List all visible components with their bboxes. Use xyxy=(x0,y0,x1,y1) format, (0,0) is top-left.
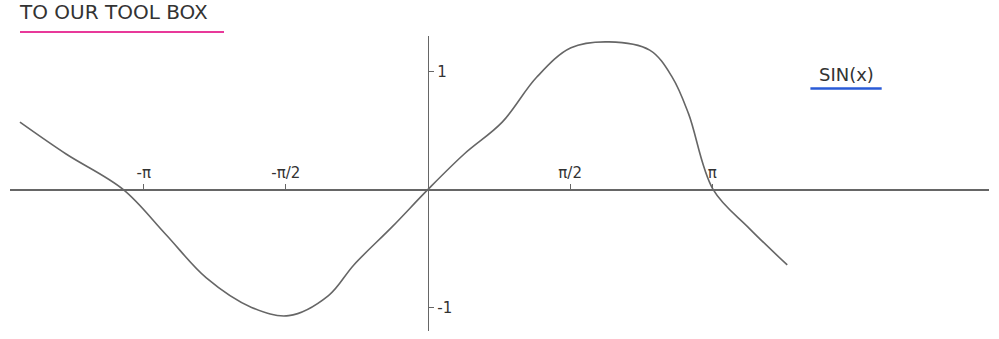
svg-text:-π: -π xyxy=(137,164,151,182)
svg-text:-π/2: -π/2 xyxy=(271,164,300,182)
svg-text:π/2: π/2 xyxy=(558,164,582,182)
svg-text:SIN(x): SIN(x) xyxy=(819,64,874,85)
svg-text:-1: -1 xyxy=(437,299,452,317)
svg-text:1: 1 xyxy=(437,63,447,81)
svg-text:TO OUR TOOL BOX: TO OUR TOOL BOX xyxy=(19,0,208,24)
svg-text:π: π xyxy=(708,164,717,182)
